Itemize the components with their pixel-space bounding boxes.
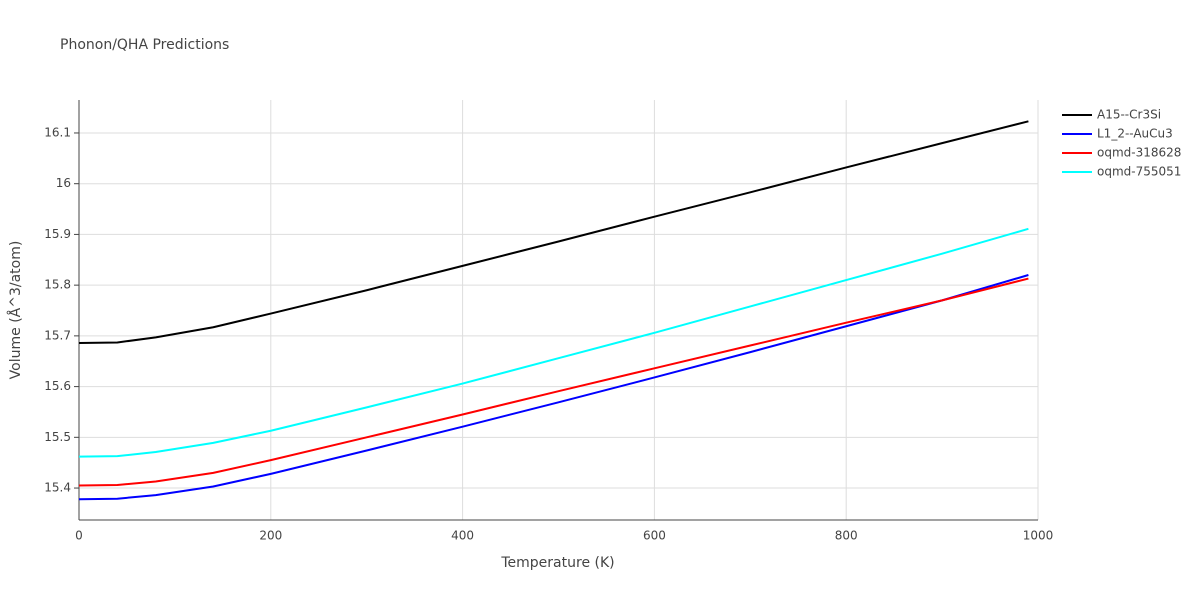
- y-tick-label: 15.7: [44, 328, 71, 342]
- y-tick-label: 15.6: [44, 379, 71, 393]
- y-tick-label: 16.1: [44, 125, 71, 139]
- y-tick-label: 16: [56, 176, 71, 190]
- x-tick-label: 800: [835, 529, 858, 543]
- y-tick-label: 15.4: [44, 481, 71, 495]
- y-axis-title: Volume (Å^3/atom): [7, 241, 24, 380]
- x-tick-label: 400: [451, 529, 474, 543]
- x-tick-label: 1000: [1023, 529, 1054, 543]
- y-tick-label: 15.8: [44, 278, 71, 292]
- chart-title: Phonon/QHA Predictions: [60, 37, 229, 53]
- x-tick-label: 200: [259, 529, 282, 543]
- legend-label: oqmd-755051: [1097, 165, 1181, 179]
- line-series: [78, 227, 1029, 458]
- line-series: [78, 277, 1029, 487]
- x-tick-label: 600: [643, 529, 666, 543]
- y-tick-label: 15.9: [44, 227, 71, 241]
- line-series: [78, 120, 1029, 344]
- y-tick-label: 15.5: [44, 430, 71, 444]
- x-axis-title: Temperature (K): [500, 555, 614, 571]
- legend-label: A15--Cr3Si: [1097, 108, 1161, 122]
- legend-label: L1_2--AuCu3: [1097, 127, 1173, 141]
- x-tick-label: 0: [75, 529, 83, 543]
- line-series: [78, 274, 1029, 501]
- legend-label: oqmd-318628: [1097, 146, 1181, 160]
